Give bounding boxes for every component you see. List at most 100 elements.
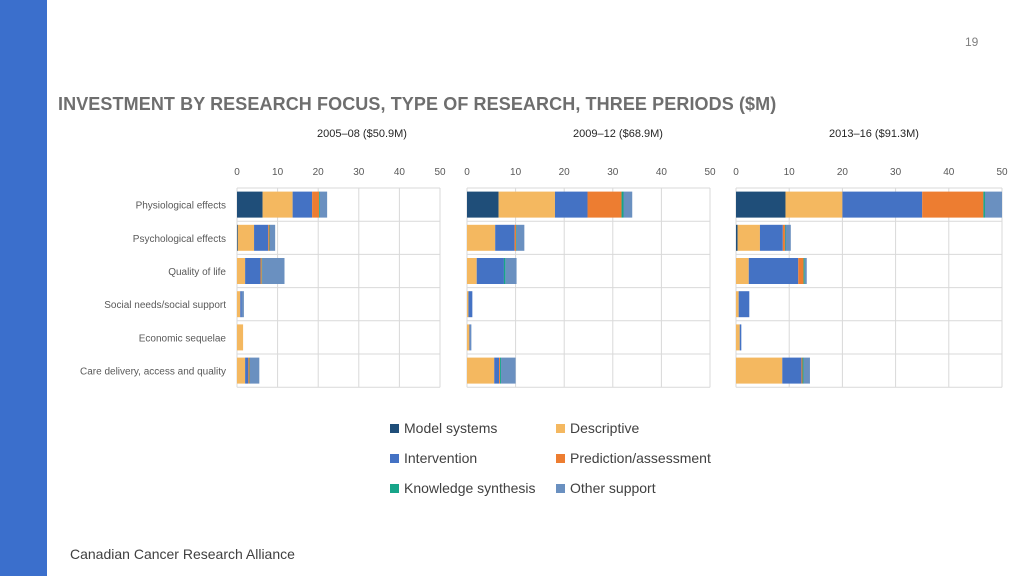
bar-segment bbox=[240, 291, 242, 318]
legend-swatch bbox=[556, 484, 565, 493]
bar-segment bbox=[782, 357, 802, 384]
bar-segment bbox=[736, 357, 783, 384]
bar-segment bbox=[802, 357, 804, 384]
bar-segment bbox=[782, 224, 785, 251]
x-tick-label: 40 bbox=[943, 167, 955, 178]
bar-segment bbox=[467, 224, 496, 251]
legend-item: Intervention bbox=[390, 450, 477, 466]
bar-segment bbox=[803, 258, 805, 284]
bar-segment bbox=[467, 324, 470, 351]
x-tick-label: 20 bbox=[559, 167, 571, 178]
legend-item: Prediction/assessment bbox=[556, 450, 711, 466]
bar-segment bbox=[804, 258, 807, 284]
page-number: 19 bbox=[965, 35, 979, 49]
legend-label: Prediction/assessment bbox=[570, 450, 711, 466]
bar-segment bbox=[736, 324, 740, 351]
legend-item: Knowledge synthesis bbox=[390, 480, 536, 496]
bar-segment bbox=[268, 224, 270, 251]
bar-segment bbox=[467, 291, 469, 318]
bar-segment bbox=[801, 357, 803, 384]
footer-text: Canadian Cancer Research Alliance bbox=[70, 546, 295, 562]
bar-segment bbox=[984, 191, 1002, 218]
bar-segment bbox=[245, 357, 249, 384]
bar-segment bbox=[516, 224, 525, 251]
legend-label: Intervention bbox=[404, 450, 478, 466]
bar-segment bbox=[467, 258, 477, 284]
bar-segment bbox=[623, 191, 633, 218]
bar-segment bbox=[469, 324, 471, 351]
x-tick-label: 40 bbox=[394, 167, 406, 178]
bar-segment bbox=[269, 224, 271, 251]
category-label: Economic sequelae bbox=[139, 333, 227, 344]
bar-segment bbox=[736, 258, 749, 284]
category-label: Social needs/social support bbox=[104, 300, 226, 311]
legend-swatch bbox=[390, 424, 399, 433]
bar-segment bbox=[248, 357, 250, 384]
bar-segment bbox=[621, 191, 624, 218]
bar-segment bbox=[798, 258, 804, 284]
bar-segment bbox=[237, 224, 255, 251]
x-tick-label: 10 bbox=[510, 167, 522, 178]
bar-segment bbox=[319, 191, 328, 218]
bar-segment bbox=[494, 357, 500, 384]
x-tick-label: 0 bbox=[733, 167, 739, 178]
bar-segment bbox=[470, 324, 472, 351]
x-tick-label: 50 bbox=[996, 167, 1008, 178]
bar-segment bbox=[249, 357, 260, 384]
legend-swatch bbox=[390, 454, 399, 463]
bar-segment bbox=[261, 258, 263, 284]
panel-title: 2005–08 ($50.9M) bbox=[317, 128, 407, 140]
left-accent-bar bbox=[0, 0, 47, 576]
bar-segment bbox=[241, 291, 244, 318]
panel-title: 2009–12 ($68.9M) bbox=[573, 128, 663, 140]
bar-segment bbox=[237, 357, 246, 384]
bar-segment bbox=[499, 357, 501, 384]
category-label: Psychological effects bbox=[133, 234, 226, 245]
bar-segment bbox=[237, 324, 244, 351]
bar-segment bbox=[737, 224, 760, 251]
x-tick-label: 30 bbox=[353, 167, 365, 178]
legend-item: Model systems bbox=[390, 420, 497, 436]
bar-segment bbox=[269, 224, 276, 251]
bar-segment bbox=[736, 224, 738, 251]
bar-segment bbox=[262, 191, 293, 218]
bar-segment bbox=[516, 224, 517, 251]
charts-area: Physiological effects Psychological effec… bbox=[80, 128, 1008, 388]
bar-segment bbox=[249, 357, 251, 384]
legend-label: Model systems bbox=[404, 420, 498, 436]
legend-item: Other support bbox=[556, 480, 656, 496]
bar-segment bbox=[784, 224, 786, 251]
x-tick-label: 0 bbox=[234, 167, 240, 178]
bar-segment bbox=[503, 258, 506, 284]
x-tick-label: 30 bbox=[890, 167, 902, 178]
bar-segment bbox=[514, 224, 517, 251]
bar-segment bbox=[739, 324, 742, 351]
bar-segment bbox=[476, 258, 504, 284]
category-label: Care delivery, access and quality bbox=[80, 367, 226, 378]
x-tick-label: 0 bbox=[464, 167, 470, 178]
bar-segment bbox=[245, 258, 261, 284]
legend-item: Descriptive bbox=[556, 420, 639, 436]
legend-label: Descriptive bbox=[570, 420, 640, 436]
legend-label: Knowledge synthesis bbox=[404, 480, 536, 496]
bar-segment bbox=[501, 357, 516, 384]
bar-segment bbox=[587, 191, 622, 218]
bar-segment bbox=[842, 191, 923, 218]
page-title: INVESTMENT BY RESEARCH FOCUS, TYPE OF RE… bbox=[58, 94, 777, 114]
panel-title: 2013–16 ($91.3M) bbox=[829, 128, 919, 140]
bar-segment bbox=[237, 224, 238, 251]
bar-segment bbox=[312, 191, 320, 218]
bar-segment bbox=[922, 191, 984, 218]
bar-segment bbox=[498, 191, 555, 218]
bar-segment bbox=[468, 291, 473, 318]
x-tick-label: 20 bbox=[313, 167, 325, 178]
bar-segment bbox=[467, 357, 495, 384]
bar-segment bbox=[505, 258, 517, 284]
x-tick-label: 20 bbox=[837, 167, 849, 178]
x-tick-label: 10 bbox=[784, 167, 796, 178]
bar-segment bbox=[785, 224, 791, 251]
legend-swatch bbox=[556, 424, 565, 433]
bar-segment bbox=[467, 191, 499, 218]
legend-swatch bbox=[556, 454, 565, 463]
bar-segment bbox=[319, 191, 320, 218]
